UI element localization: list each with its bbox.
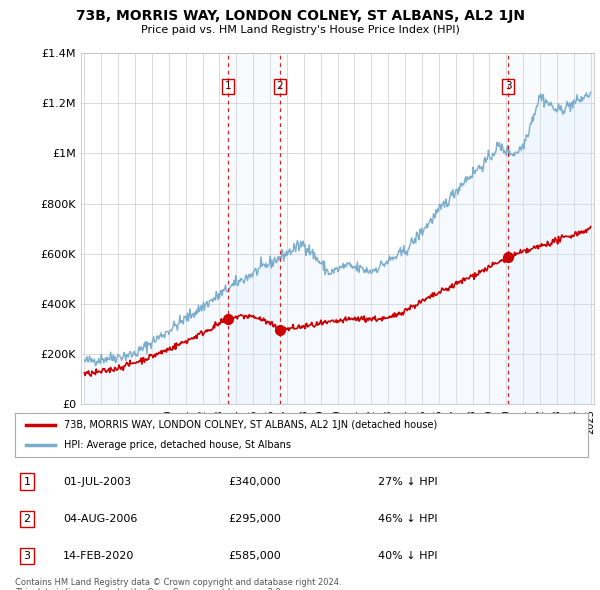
Text: 1: 1 xyxy=(23,477,31,487)
Text: 14-FEB-2020: 14-FEB-2020 xyxy=(63,551,134,561)
Text: 2: 2 xyxy=(277,81,283,91)
Text: 01-JUL-2003: 01-JUL-2003 xyxy=(63,477,131,487)
Text: 04-AUG-2006: 04-AUG-2006 xyxy=(63,514,137,524)
Text: £340,000: £340,000 xyxy=(228,477,281,487)
Text: 2: 2 xyxy=(23,514,31,524)
Text: 27% ↓ HPI: 27% ↓ HPI xyxy=(378,477,437,487)
Text: Contains HM Land Registry data © Crown copyright and database right 2024.
This d: Contains HM Land Registry data © Crown c… xyxy=(15,578,341,590)
Text: 40% ↓ HPI: 40% ↓ HPI xyxy=(378,551,437,561)
Text: HPI: Average price, detached house, St Albans: HPI: Average price, detached house, St A… xyxy=(64,440,291,450)
Bar xyxy=(508,53,596,404)
Text: 1: 1 xyxy=(224,81,231,91)
Bar xyxy=(228,53,280,404)
Text: Price paid vs. HM Land Registry's House Price Index (HPI): Price paid vs. HM Land Registry's House … xyxy=(140,25,460,35)
Text: 73B, MORRIS WAY, LONDON COLNEY, ST ALBANS, AL2 1JN (detached house): 73B, MORRIS WAY, LONDON COLNEY, ST ALBAN… xyxy=(64,420,437,430)
Text: 3: 3 xyxy=(505,81,512,91)
Text: £295,000: £295,000 xyxy=(228,514,281,524)
Text: 3: 3 xyxy=(23,551,31,561)
Text: £585,000: £585,000 xyxy=(228,551,281,561)
Text: 73B, MORRIS WAY, LONDON COLNEY, ST ALBANS, AL2 1JN: 73B, MORRIS WAY, LONDON COLNEY, ST ALBAN… xyxy=(76,9,524,23)
Text: 46% ↓ HPI: 46% ↓ HPI xyxy=(378,514,437,524)
